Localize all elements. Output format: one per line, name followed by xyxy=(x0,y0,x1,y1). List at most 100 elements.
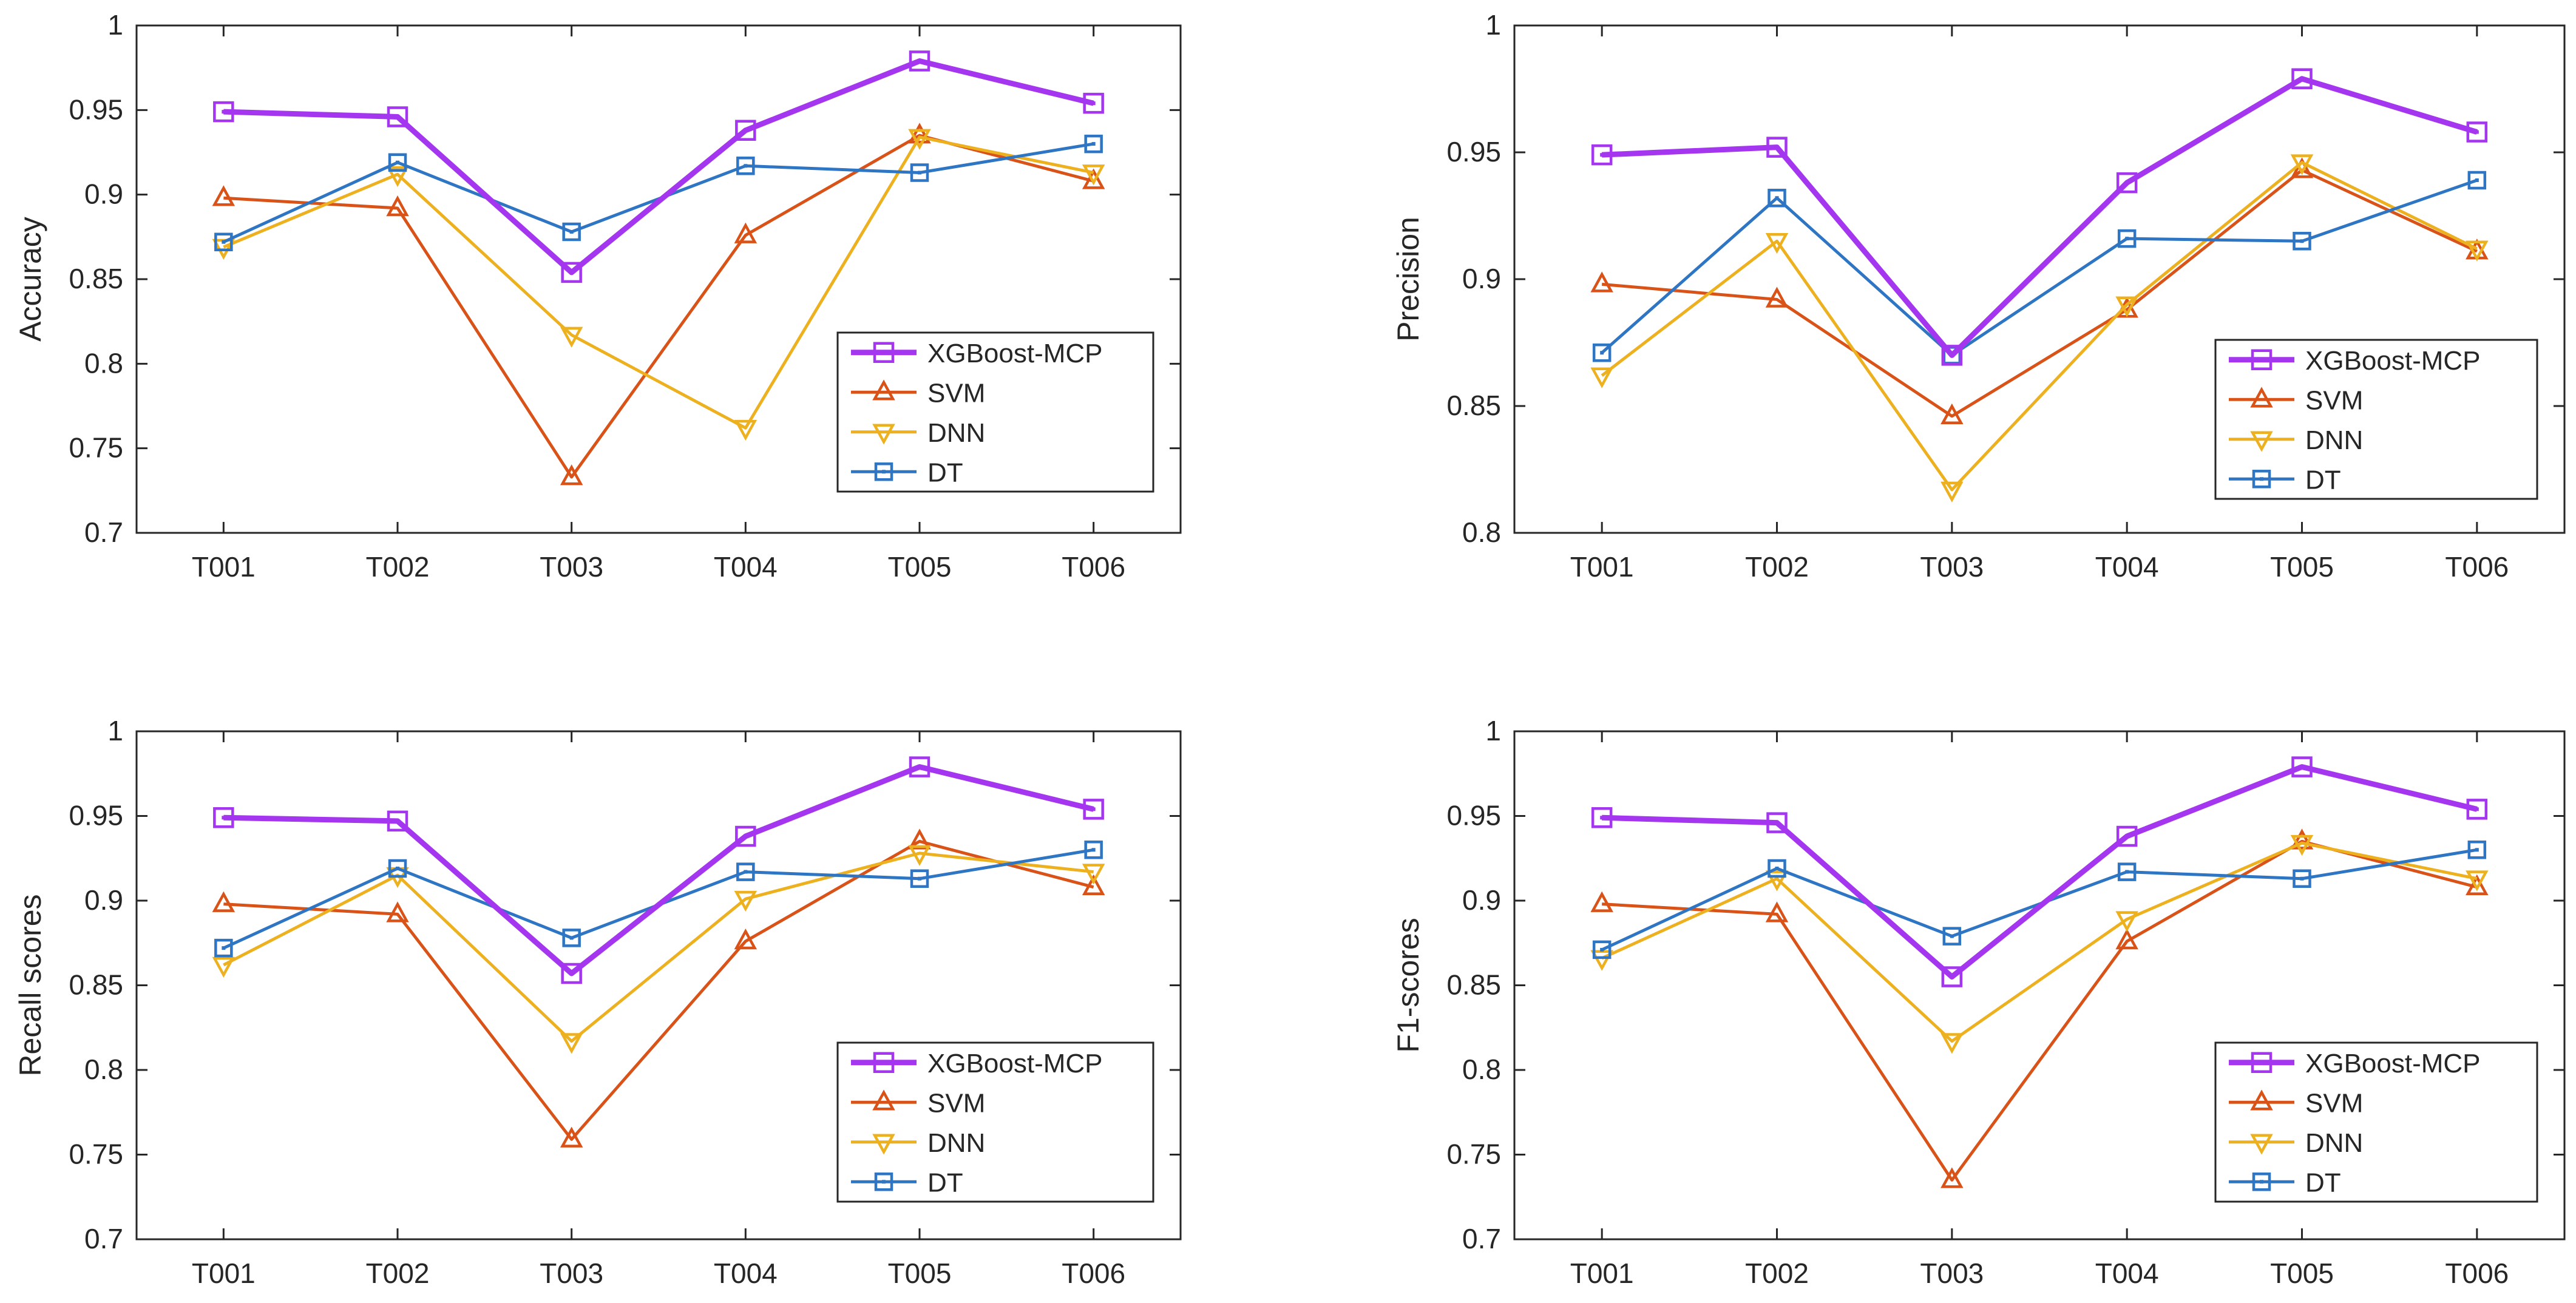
y-tick-label: 0.9 xyxy=(1462,884,1501,916)
y-axis-label: Precision xyxy=(1391,217,1425,342)
legend-label-dnn: DNN xyxy=(927,418,985,448)
data-point-svm xyxy=(1082,874,1105,895)
legend-label-svm: SVM xyxy=(927,1088,985,1118)
data-point-xgboost-mcp xyxy=(561,963,582,984)
data-point-xgboost-mcp-center xyxy=(2475,807,2479,811)
data-point-svm xyxy=(2115,929,2138,950)
data-point-dnn xyxy=(2466,240,2489,262)
data-point-svm xyxy=(1940,403,1964,425)
data-point-dnn xyxy=(2290,154,2314,175)
data-point-dt-center xyxy=(2300,239,2304,243)
data-point-xgboost-mcp-center xyxy=(569,270,574,274)
data-point-xgboost-mcp-center xyxy=(1950,353,1954,357)
y-axis-label: F1-scores xyxy=(1391,918,1425,1052)
y-tick-label: 0.85 xyxy=(1446,969,1501,1001)
x-tick-label: T005 xyxy=(2270,551,2334,583)
series-line-dnn xyxy=(1601,841,2478,1043)
series-line-dt xyxy=(1601,178,2478,357)
y-tick-label: 1 xyxy=(107,9,123,41)
legend-marker xyxy=(872,379,895,401)
legend-label-dnn: DNN xyxy=(2305,425,2363,455)
data-point-xgboost-mcp xyxy=(2466,121,2488,143)
data-point-xgboost-mcp-center xyxy=(569,971,574,975)
data-point-xgboost-mcp xyxy=(1941,345,1963,366)
x-tick-label: T003 xyxy=(540,1257,603,1289)
x-tick-label: T001 xyxy=(192,1257,256,1289)
data-point-dt xyxy=(214,232,233,251)
data-point-xgboost-mcp xyxy=(1766,137,1788,158)
legend: XGBoost-MCP SVM DNN DT xyxy=(836,1041,1154,1203)
legend-marker-center xyxy=(882,1180,886,1184)
y-tick-label: 0.8 xyxy=(84,347,123,379)
legend-label-dt: DT xyxy=(927,1168,963,1197)
data-point-svm xyxy=(2466,874,2489,895)
data-point-dnn xyxy=(734,890,758,912)
data-point-xgboost-mcp-center xyxy=(2300,765,2304,769)
data-point-dt-center xyxy=(222,240,226,244)
data-point-dt xyxy=(910,869,929,888)
chart-panel-4: 0.7 0.75 0.8 0.85 0.9 0.95 1 T001 T002 T003 T004 T0… xyxy=(1391,715,2566,1289)
data-point-svm xyxy=(560,1126,583,1148)
data-point-xgboost-mcp xyxy=(735,120,756,141)
data-point-xgboost-mcp-center xyxy=(918,59,921,63)
data-point-svm xyxy=(212,891,236,912)
legend-label-svm: SVM xyxy=(2305,1088,2363,1118)
data-point-dt xyxy=(2467,841,2487,859)
data-point-dt-center xyxy=(569,229,574,234)
data-point-dt-center xyxy=(2475,848,2479,852)
data-point-dnn xyxy=(734,419,758,441)
data-point-dnn xyxy=(1590,367,1613,388)
y-tick-label: 0.85 xyxy=(1446,390,1501,421)
data-point-dnn xyxy=(386,166,409,188)
data-point-dt-center xyxy=(918,171,921,175)
x-tick-label: T004 xyxy=(714,551,778,583)
legend-label-xgboost-mcp: XGBoost-MCP xyxy=(927,1049,1103,1078)
legend-label-svm: SVM xyxy=(927,378,985,408)
legend-label-svm: SVM xyxy=(2305,385,2363,415)
data-point-svm xyxy=(734,222,758,243)
legend-marker xyxy=(873,1052,895,1073)
data-point-dt-center xyxy=(744,164,748,168)
legend-label-dt: DT xyxy=(2305,1168,2341,1197)
data-point-dnn xyxy=(1082,164,1105,186)
data-point-xgboost-mcp-center xyxy=(918,765,921,769)
data-point-dt-center xyxy=(396,160,399,164)
data-point-dt xyxy=(1768,188,1786,208)
y-tick-label: 0.8 xyxy=(1462,516,1501,548)
y-tick-label: 0.95 xyxy=(1446,800,1501,831)
data-point-xgboost-mcp-center xyxy=(1600,816,1604,820)
data-point-svm xyxy=(908,828,931,850)
data-point-dt-center xyxy=(744,870,748,874)
y-tick-label: 0.95 xyxy=(69,93,123,125)
x-tick-label: T001 xyxy=(1570,551,1634,583)
data-point-xgboost-mcp xyxy=(909,756,930,777)
y-tick-label: 0.7 xyxy=(84,516,123,548)
data-point-dt xyxy=(562,222,581,242)
legend-marker xyxy=(2250,1134,2273,1155)
data-point-svm xyxy=(386,901,409,922)
y-tick-label: 1 xyxy=(1485,715,1501,746)
y-tick-label: 0.7 xyxy=(84,1223,123,1254)
y-axis-label: Recall scores xyxy=(13,894,47,1076)
data-point-xgboost-mcp-center xyxy=(1775,145,1779,149)
data-point-xgboost-mcp-center xyxy=(1950,975,1954,979)
data-point-svm xyxy=(2290,157,2314,178)
data-point-dt xyxy=(2117,862,2137,881)
data-point-xgboost-mcp-center xyxy=(2125,181,2129,185)
series-dnn xyxy=(1590,154,2489,503)
x-tick-label: T004 xyxy=(714,1257,778,1289)
data-point-dt-center xyxy=(222,946,226,950)
data-point-xgboost-mcp-center xyxy=(396,819,399,823)
chart-panel-3: 0.7 0.75 0.8 0.85 0.9 0.95 1 T001 T002 T003 T004 T0… xyxy=(13,715,1182,1289)
legend-marker xyxy=(2251,1052,2273,1073)
data-point-dt xyxy=(910,163,929,182)
series-line-svm xyxy=(223,839,1094,1141)
chart-panel-1: 0.7 0.75 0.8 0.85 0.9 0.95 1 T001 T002 T003 T004 T0… xyxy=(13,9,1182,583)
data-point-dnn xyxy=(1940,1033,1964,1054)
x-tick-label: T006 xyxy=(1062,1257,1125,1289)
data-point-svm xyxy=(1590,271,1613,293)
data-point-svm xyxy=(560,464,583,486)
data-point-dnn xyxy=(1940,481,1964,503)
data-point-xgboost-mcp xyxy=(2466,799,2488,820)
series-line-xgboost-mcp xyxy=(223,764,1094,976)
